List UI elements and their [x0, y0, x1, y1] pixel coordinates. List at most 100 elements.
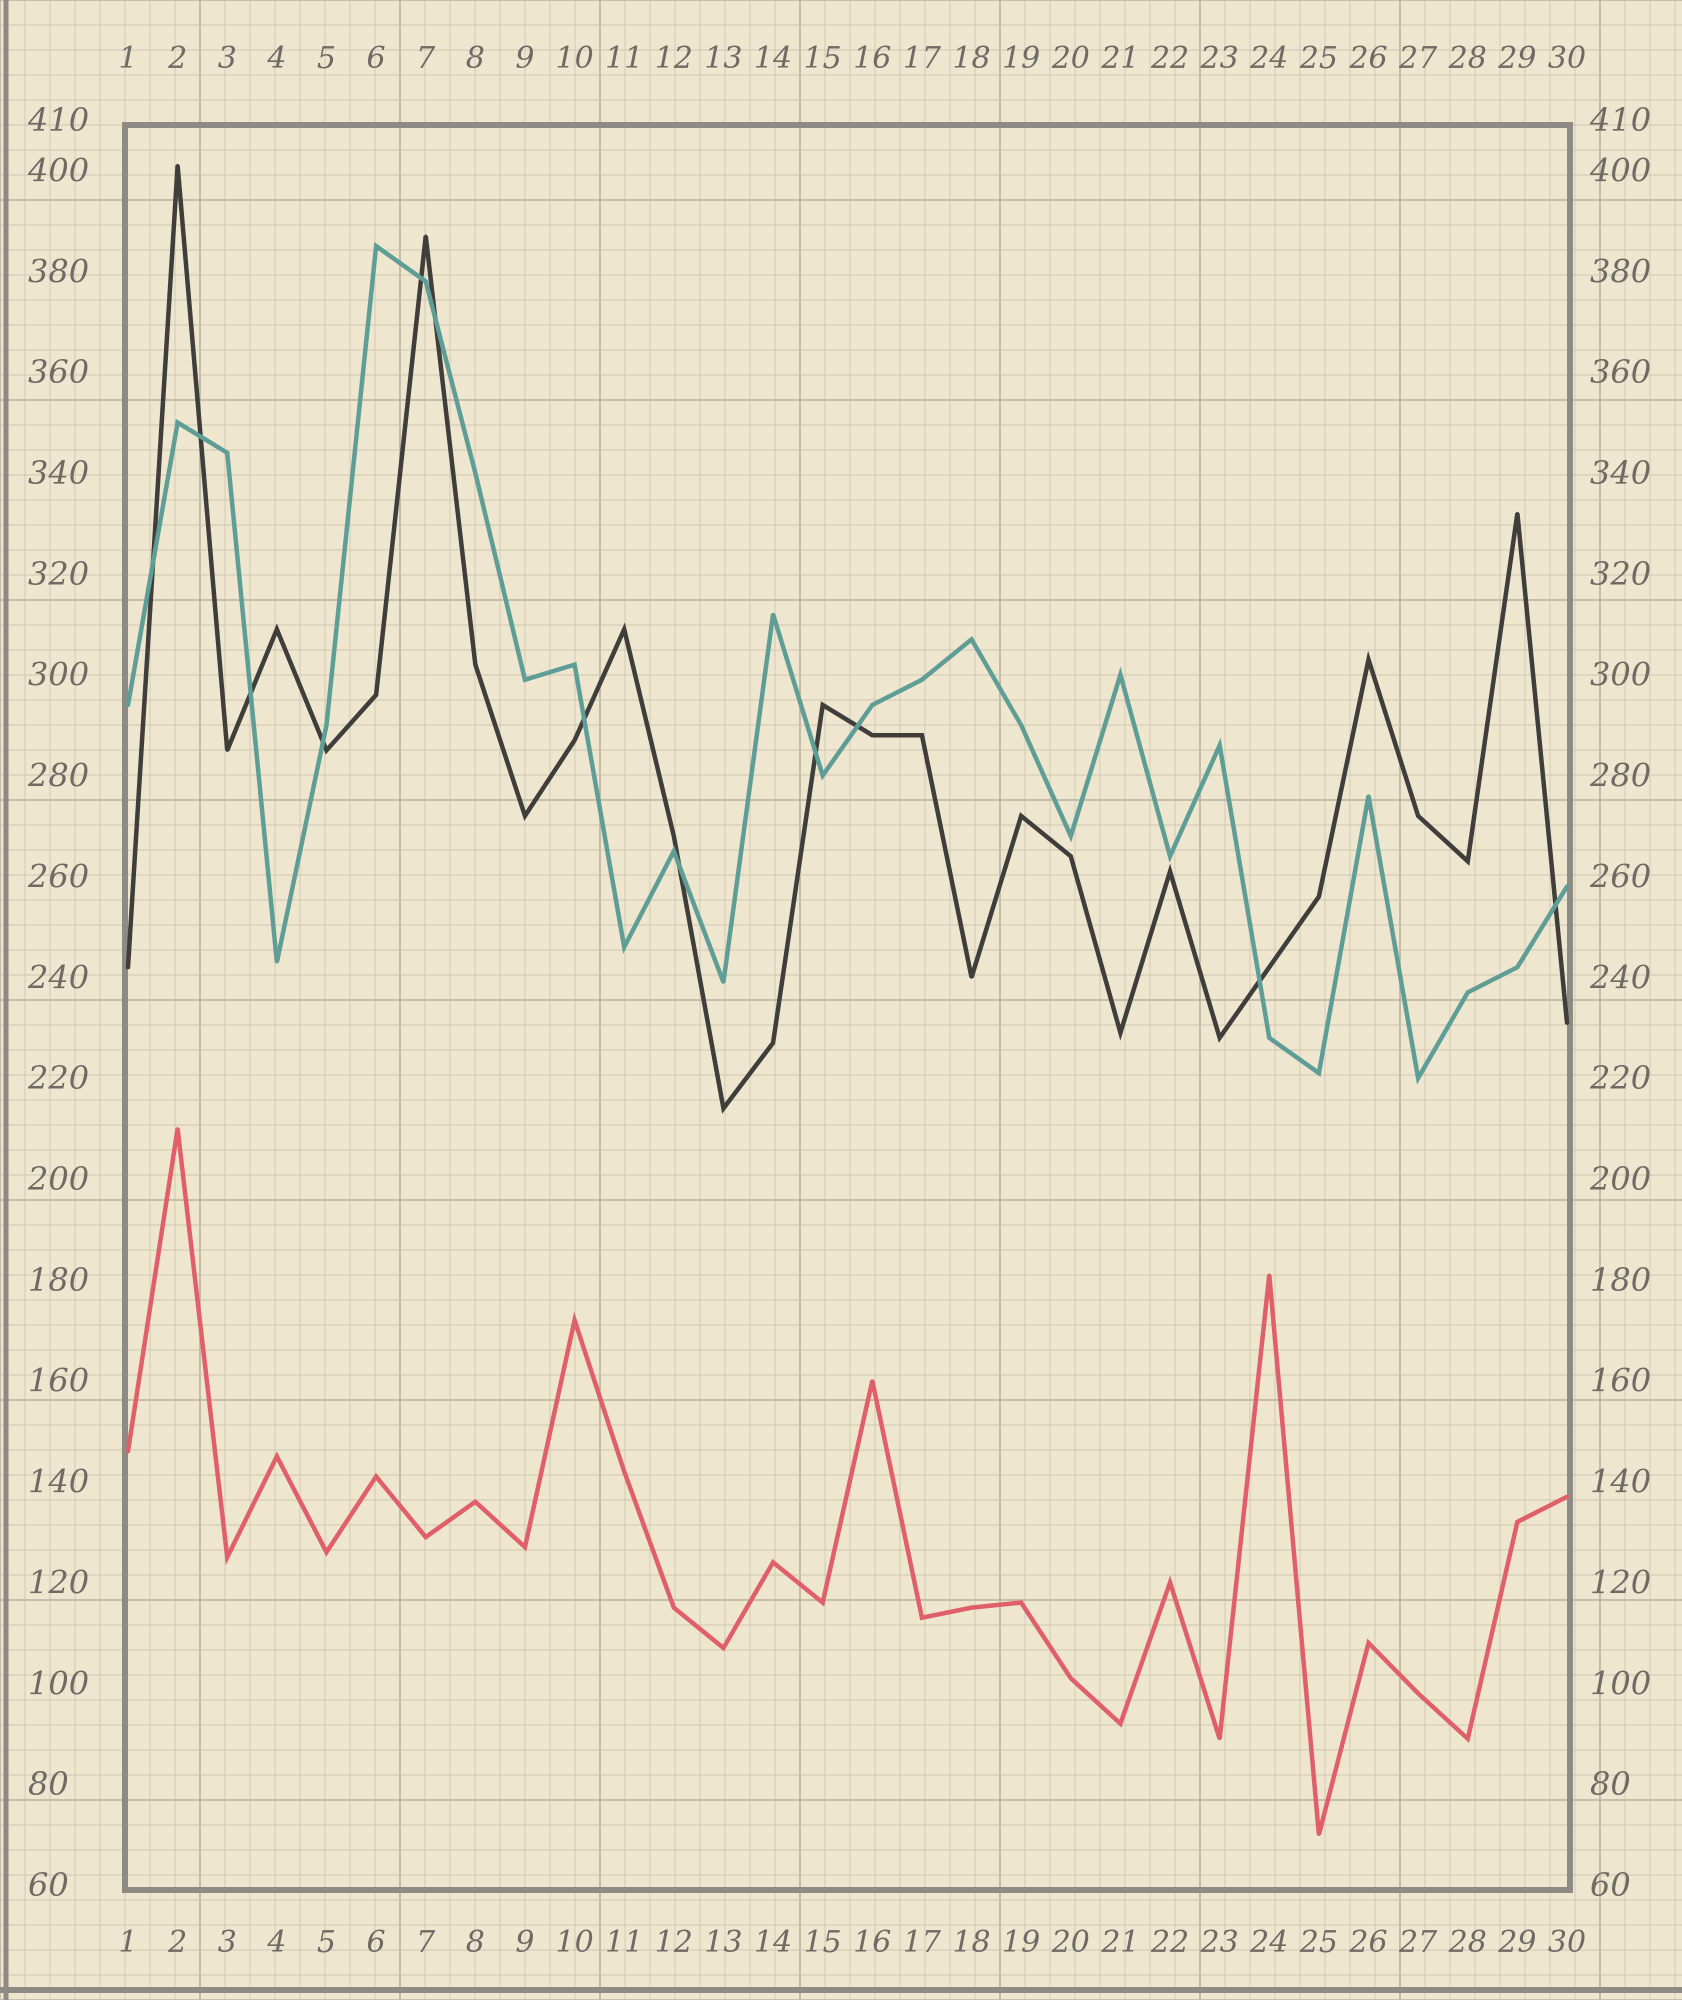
x-tick-label-top: 11 [605, 41, 643, 76]
y-tick-label-left: 60 [28, 1866, 69, 1904]
x-tick-label-top: 21 [1100, 41, 1139, 76]
data-point [126, 703, 130, 707]
data-point [970, 975, 974, 979]
x-tick-label-top: 14 [754, 41, 792, 76]
data-point [1168, 869, 1172, 873]
data-point [1218, 1036, 1222, 1040]
x-tick-label-top: 13 [704, 41, 742, 76]
data-point [225, 451, 229, 455]
y-tick-label-left: 280 [27, 757, 89, 795]
data-point [424, 1535, 428, 1539]
y-tick-label-right: 220 [1589, 1059, 1651, 1097]
x-tick-label-top: 16 [853, 41, 891, 76]
y-tick-label-left: 160 [28, 1362, 89, 1400]
data-point [275, 627, 279, 631]
x-tick-label-top: 24 [1249, 41, 1288, 76]
data-point [324, 1550, 328, 1554]
y-axis-left-ticks: 60 80 100 120 140 160 180 200 220 240 260 280 300 320… [27, 101, 89, 1904]
data-point [523, 678, 527, 682]
data-point [1118, 673, 1122, 677]
x-tick-label-bottom: 23 [1200, 1925, 1239, 1960]
data-point [920, 733, 924, 737]
data-point [1267, 965, 1271, 969]
x-tick-label-top: 22 [1150, 41, 1189, 76]
y-tick-label-left: 320 [28, 555, 89, 593]
data-point [1069, 1676, 1073, 1680]
x-tick-label-bottom: 6 [367, 1925, 386, 1960]
data-point [1565, 1021, 1569, 1025]
data-point [721, 1106, 725, 1110]
y-tick-label-left: 300 [28, 656, 89, 694]
data-point [1019, 814, 1023, 818]
x-tick-label-bottom: 24 [1249, 1925, 1288, 1960]
x-tick-label-bottom: 29 [1497, 1925, 1536, 1960]
data-point [920, 1616, 924, 1620]
x-tick-label-bottom: 19 [1002, 1925, 1040, 1960]
data-point [1367, 794, 1371, 798]
data-point [821, 703, 825, 707]
data-point [523, 814, 527, 818]
x-tick-label-top: 9 [515, 41, 534, 76]
data-point [1416, 1076, 1420, 1080]
x-tick-label-bottom: 5 [317, 1925, 336, 1960]
series-line-1 [125, 165, 1570, 1114]
y-tick-label-left: 120 [28, 1563, 89, 1601]
series-line-3 [125, 1128, 1570, 1836]
y-tick-label-left: 380 [28, 252, 89, 290]
y-tick-label-right: 180 [1590, 1261, 1651, 1299]
data-point [672, 849, 676, 853]
data-point [771, 1041, 775, 1045]
x-tick-label-top: 5 [317, 41, 336, 76]
y-tick-label-left: 260 [27, 857, 89, 895]
data-point [573, 663, 577, 667]
y-tick-label-right: 340 [1590, 454, 1651, 492]
x-tick-label-top: 8 [466, 41, 485, 76]
y-tick-label-right: 160 [1590, 1362, 1651, 1400]
data-point [821, 1601, 825, 1605]
x-tick-label-top: 1 [118, 41, 137, 76]
plot-frame [122, 122, 1573, 1893]
y-tick-label-right: 100 [1590, 1664, 1651, 1702]
x-tick-label-bottom: 4 [266, 1925, 286, 1960]
x-tick-label-bottom: 8 [466, 1925, 485, 1960]
data-point [1019, 723, 1023, 727]
data-point [1367, 1641, 1371, 1645]
data-point [721, 980, 725, 984]
data-point [1267, 1273, 1271, 1277]
x-tick-label-top: 12 [655, 41, 693, 76]
y-tick-label-left: 200 [27, 1160, 89, 1198]
y-tick-label-left: 140 [28, 1463, 89, 1501]
y-tick-label-right: 360 [1590, 353, 1651, 391]
x-tick-label-bottom: 25 [1299, 1925, 1338, 1960]
data-point [1515, 1520, 1519, 1524]
data-point [1515, 511, 1519, 515]
data-point [324, 748, 328, 752]
y-tick-label-right: 280 [1589, 757, 1651, 795]
data-point [1218, 1737, 1222, 1741]
y-tick-label-right: 380 [1590, 252, 1651, 290]
x-tick-label-top: 10 [555, 41, 593, 76]
x-tick-label-bottom: 13 [704, 1925, 742, 1960]
y-tick-label-right: 240 [1589, 958, 1651, 996]
data-point [1565, 1495, 1569, 1499]
data-point [473, 663, 477, 667]
x-tick-label-bottom: 26 [1348, 1925, 1387, 1960]
data-point [1168, 854, 1172, 858]
y-tick-label-right: 260 [1589, 857, 1651, 895]
x-tick-label-top: 29 [1497, 41, 1536, 76]
x-tick-label-top: 4 [266, 41, 286, 76]
y-tick-label-left: 100 [28, 1664, 89, 1702]
x-tick-label-top: 2 [167, 41, 187, 76]
data-point [1416, 814, 1420, 818]
x-tick-label-bottom: 7 [416, 1925, 436, 1960]
x-tick-label-bottom: 22 [1150, 1925, 1189, 1960]
data-point [1118, 1031, 1122, 1035]
series-layer [125, 163, 1570, 1837]
y-tick-label-right: 410 [1589, 101, 1651, 139]
data-point [1367, 658, 1371, 662]
x-tick-label-bottom: 1 [118, 1925, 137, 1960]
y-tick-label-right: 400 [1589, 151, 1651, 189]
y-tick-label-right: 200 [1589, 1160, 1651, 1198]
data-point [622, 1469, 626, 1473]
